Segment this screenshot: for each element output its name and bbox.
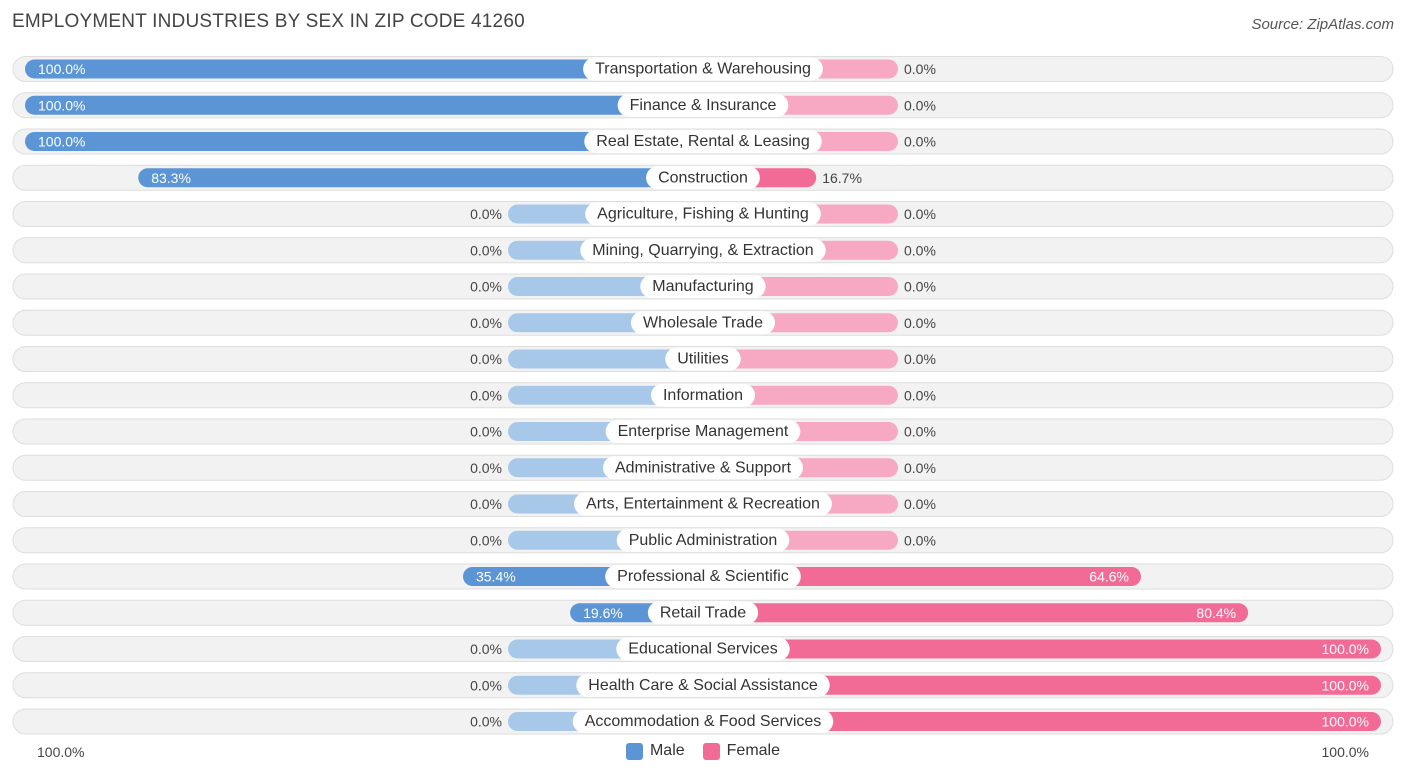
- value-label-female: 0.0%: [904, 387, 936, 403]
- category-label: Real Estate, Rental & Leasing: [596, 133, 809, 150]
- value-label-male: 100.0%: [38, 134, 85, 150]
- value-label-female: 0.0%: [904, 97, 936, 113]
- bar-male: [508, 349, 703, 369]
- bar-female: [703, 675, 1381, 695]
- legend-label-male: Male: [649, 742, 685, 759]
- category-label-bg: [665, 347, 741, 371]
- axis-right-label: 100.0%: [1321, 744, 1369, 760]
- value-label-female: 0.0%: [904, 351, 936, 367]
- legend-item-female[interactable]: Female: [702, 742, 781, 760]
- value-label-male: 0.0%: [470, 532, 502, 548]
- category-label-bg: [605, 565, 801, 588]
- legend-label-female: Female: [726, 742, 781, 759]
- value-label-female: 0.0%: [904, 424, 936, 440]
- category-label-bg: [572, 710, 834, 733]
- value-label-female: 0.0%: [904, 242, 936, 258]
- category-label: Public Administration: [629, 532, 778, 549]
- category-label: Health Care & Social Assistance: [588, 677, 818, 694]
- category-label: Professional & Scientific: [617, 568, 789, 585]
- category-label-bg: [617, 93, 789, 117]
- bar-male: [25, 132, 703, 151]
- value-label-female: 100.0%: [1322, 677, 1369, 693]
- value-label-female: 100.0%: [1322, 641, 1369, 657]
- source-label: Source: ZipAtlas.com: [1251, 16, 1394, 33]
- category-label: Retail Trade: [660, 604, 746, 621]
- category-label-bg: [616, 637, 790, 661]
- legend-item-male[interactable]: Male: [625, 742, 685, 760]
- chart-title: EMPLOYMENT INDUSTRIES BY SEX IN ZIP CODE…: [12, 11, 525, 32]
- category-label-bg: [584, 130, 822, 153]
- bar-female: [703, 712, 1381, 731]
- category-label: Administrative & Support: [615, 459, 792, 476]
- category-label: Finance & Insurance: [630, 97, 777, 114]
- category-label-bg: [585, 202, 821, 226]
- value-label-female: 0.0%: [904, 496, 936, 512]
- value-label-male: 19.6%: [583, 605, 623, 621]
- bar-female: [703, 639, 1381, 659]
- category-label: Arts, Entertainment & Recreation: [586, 496, 820, 513]
- category-label-bg: [646, 166, 760, 190]
- legend: Male Female: [0, 742, 1406, 760]
- category-label: Information: [663, 387, 743, 404]
- value-label-male: 0.0%: [470, 641, 502, 657]
- value-label-male: 100.0%: [38, 97, 85, 113]
- value-label-female: 0.0%: [904, 532, 936, 548]
- category-label: Educational Services: [628, 641, 777, 658]
- category-label-bg: [574, 492, 832, 516]
- category-label-bg: [616, 528, 790, 552]
- axis-left-label: 100.0%: [37, 744, 85, 760]
- bar-male: [25, 59, 703, 79]
- bar-female: [703, 603, 1249, 623]
- value-label-female: 0.0%: [904, 279, 936, 295]
- value-label-male: 100.0%: [38, 61, 85, 77]
- value-label-male: 0.0%: [470, 315, 502, 331]
- value-label-male: 0.0%: [470, 279, 502, 295]
- value-label-female: 0.0%: [904, 134, 936, 150]
- category-label-bg: [576, 673, 830, 697]
- value-label-male: 0.0%: [470, 496, 502, 512]
- category-label: Construction: [658, 169, 748, 186]
- category-label-bg: [647, 601, 759, 625]
- value-label-male: 0.0%: [470, 206, 502, 222]
- legend-swatch-male: [625, 742, 643, 760]
- category-label-bg: [602, 456, 804, 480]
- value-label-female: 0.0%: [904, 61, 936, 77]
- value-label-male: 0.0%: [470, 460, 502, 476]
- chart-area: Transportation & Warehousing 100.0% 0.0% Fi…: [12, 56, 1394, 735]
- value-label-male: 0.0%: [470, 351, 502, 367]
- value-label-female: 80.4%: [1196, 605, 1236, 621]
- value-label-male: 0.0%: [470, 387, 502, 403]
- value-label-male: 0.0%: [470, 714, 502, 730]
- category-label-bg: [580, 238, 826, 262]
- category-label: Wholesale Trade: [643, 314, 763, 331]
- category-label: Enterprise Management: [618, 423, 789, 440]
- value-label-male: 35.4%: [476, 569, 516, 585]
- category-label: Utilities: [677, 351, 729, 368]
- category-label: Agriculture, Fishing & Hunting: [597, 206, 809, 223]
- category-label: Mining, Quarrying, & Extraction: [592, 242, 813, 259]
- value-label-female: 0.0%: [904, 206, 936, 222]
- category-label: Accommodation & Food Services: [585, 713, 822, 730]
- category-label: Manufacturing: [652, 278, 753, 295]
- value-label-female: 16.7%: [822, 170, 862, 186]
- category-label-bg: [605, 420, 801, 443]
- category-label-bg: [650, 383, 756, 407]
- value-label-female: 0.0%: [904, 460, 936, 476]
- value-label-male: 83.3%: [151, 170, 191, 186]
- value-label-female: 64.6%: [1089, 569, 1129, 585]
- category-label-bg: [640, 275, 766, 298]
- value-label-female: 100.0%: [1322, 714, 1369, 730]
- bar-male: [138, 168, 703, 188]
- category-label-bg: [583, 57, 823, 81]
- value-label-male: 0.0%: [470, 677, 502, 693]
- bar-male: [25, 95, 703, 115]
- bar-female: [703, 349, 898, 369]
- legend-swatch-female: [702, 742, 720, 760]
- value-label-female: 0.0%: [904, 315, 936, 331]
- value-label-male: 0.0%: [470, 424, 502, 440]
- bar-female: [703, 567, 1141, 586]
- category-label: Transportation & Warehousing: [595, 61, 811, 78]
- category-label-bg: [630, 311, 776, 335]
- value-label-male: 0.0%: [470, 242, 502, 258]
